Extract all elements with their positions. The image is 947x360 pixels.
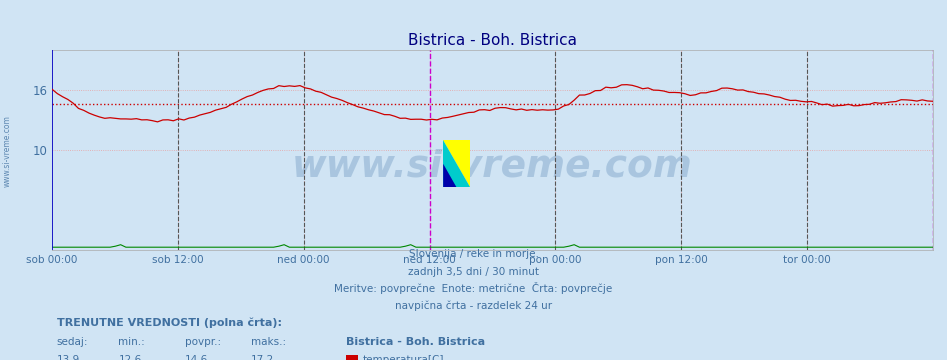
Text: sedaj:: sedaj: bbox=[57, 337, 88, 347]
Text: zadnjh 3,5 dni / 30 minut: zadnjh 3,5 dni / 30 minut bbox=[408, 267, 539, 277]
Text: TRENUTNE VREDNOSTI (polna črta):: TRENUTNE VREDNOSTI (polna črta): bbox=[57, 317, 282, 328]
Text: 14,6: 14,6 bbox=[185, 355, 208, 360]
Text: Slovenija / reke in morje.: Slovenija / reke in morje. bbox=[408, 249, 539, 260]
Text: www.si-vreme.com: www.si-vreme.com bbox=[292, 148, 693, 184]
Text: 13,9: 13,9 bbox=[57, 355, 80, 360]
Text: Bistrica - Boh. Bistrica: Bistrica - Boh. Bistrica bbox=[346, 337, 485, 347]
Text: povpr.:: povpr.: bbox=[185, 337, 221, 347]
Text: min.:: min.: bbox=[118, 337, 145, 347]
Text: 17,2: 17,2 bbox=[251, 355, 275, 360]
Text: maks.:: maks.: bbox=[251, 337, 286, 347]
Text: Meritve: povprečne  Enote: metrične  Črta: povprečje: Meritve: povprečne Enote: metrične Črta:… bbox=[334, 282, 613, 294]
Polygon shape bbox=[443, 164, 456, 187]
Text: temperatura[C]: temperatura[C] bbox=[363, 355, 444, 360]
Polygon shape bbox=[443, 140, 470, 187]
Text: www.si-vreme.com: www.si-vreme.com bbox=[3, 115, 12, 187]
Polygon shape bbox=[443, 140, 470, 187]
Text: 12,6: 12,6 bbox=[118, 355, 142, 360]
Title: Bistrica - Boh. Bistrica: Bistrica - Boh. Bistrica bbox=[408, 33, 577, 48]
Text: navpična črta - razdelek 24 ur: navpična črta - razdelek 24 ur bbox=[395, 301, 552, 311]
